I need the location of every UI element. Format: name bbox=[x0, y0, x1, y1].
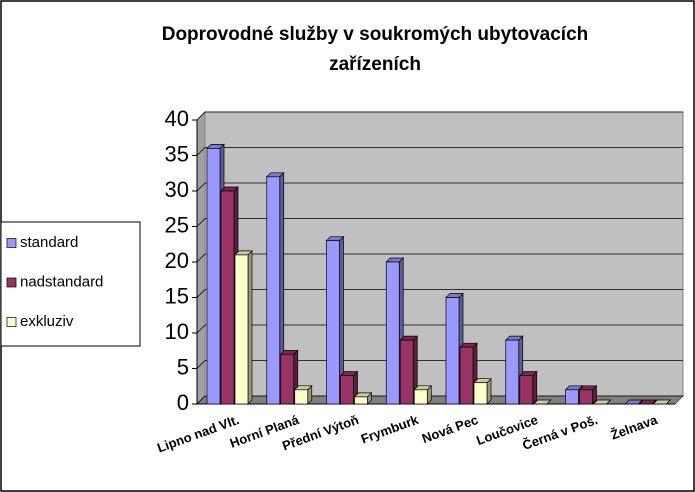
bar bbox=[326, 240, 340, 405]
legend-swatch bbox=[6, 238, 17, 248]
bar bbox=[399, 339, 414, 405]
bar bbox=[459, 346, 474, 405]
grid-line-side bbox=[196, 289, 206, 298]
bar bbox=[354, 396, 368, 405]
legend-swatch bbox=[6, 277, 17, 288]
legend-label: nadstandard bbox=[20, 273, 103, 290]
bar-top bbox=[532, 399, 552, 405]
bar bbox=[220, 190, 235, 405]
bar bbox=[579, 389, 593, 405]
bar bbox=[519, 375, 534, 405]
y-tick-label: 20 bbox=[165, 248, 189, 273]
grid-line-side bbox=[196, 182, 206, 192]
bar bbox=[565, 389, 579, 405]
bar-top bbox=[624, 399, 644, 405]
legend-label: standard bbox=[20, 234, 78, 251]
bar bbox=[294, 389, 309, 405]
bar-top bbox=[638, 399, 658, 405]
legend-swatch bbox=[6, 317, 17, 327]
y-tick-label: 40 bbox=[165, 106, 189, 131]
legend-label: exkluziv bbox=[20, 313, 74, 330]
y-tick-label: 10 bbox=[165, 319, 189, 344]
chart-title: Doprovodné služby v soukromých ubytovací… bbox=[161, 24, 589, 75]
grid-line-side bbox=[196, 395, 206, 405]
grid-line-side bbox=[196, 253, 206, 263]
bar-top bbox=[592, 399, 612, 405]
y-tick-label: 5 bbox=[177, 354, 189, 379]
bar-side bbox=[532, 370, 538, 405]
legend-box bbox=[0, 221, 141, 347]
bar bbox=[340, 375, 354, 405]
grid-line-side bbox=[196, 360, 206, 369]
y-tick-label: 25 bbox=[165, 212, 189, 237]
bar-top bbox=[652, 399, 672, 405]
bar bbox=[266, 176, 281, 405]
y-tick-label: 30 bbox=[165, 177, 189, 202]
bar bbox=[473, 382, 488, 405]
bar-side bbox=[247, 250, 253, 405]
bar bbox=[505, 339, 520, 405]
bar bbox=[280, 353, 295, 405]
bar bbox=[385, 261, 400, 405]
grid-line-side bbox=[196, 147, 206, 156]
y-tick-label: 35 bbox=[165, 141, 189, 166]
bar bbox=[445, 297, 460, 405]
y-tick-label: 15 bbox=[165, 283, 189, 308]
bar bbox=[234, 254, 249, 405]
grid-line-side bbox=[196, 324, 206, 334]
grid-line-side bbox=[196, 218, 206, 227]
y-tick-label: 0 bbox=[177, 390, 189, 415]
bar bbox=[413, 389, 428, 405]
bar bbox=[206, 148, 221, 405]
grid-line-side bbox=[196, 111, 206, 121]
